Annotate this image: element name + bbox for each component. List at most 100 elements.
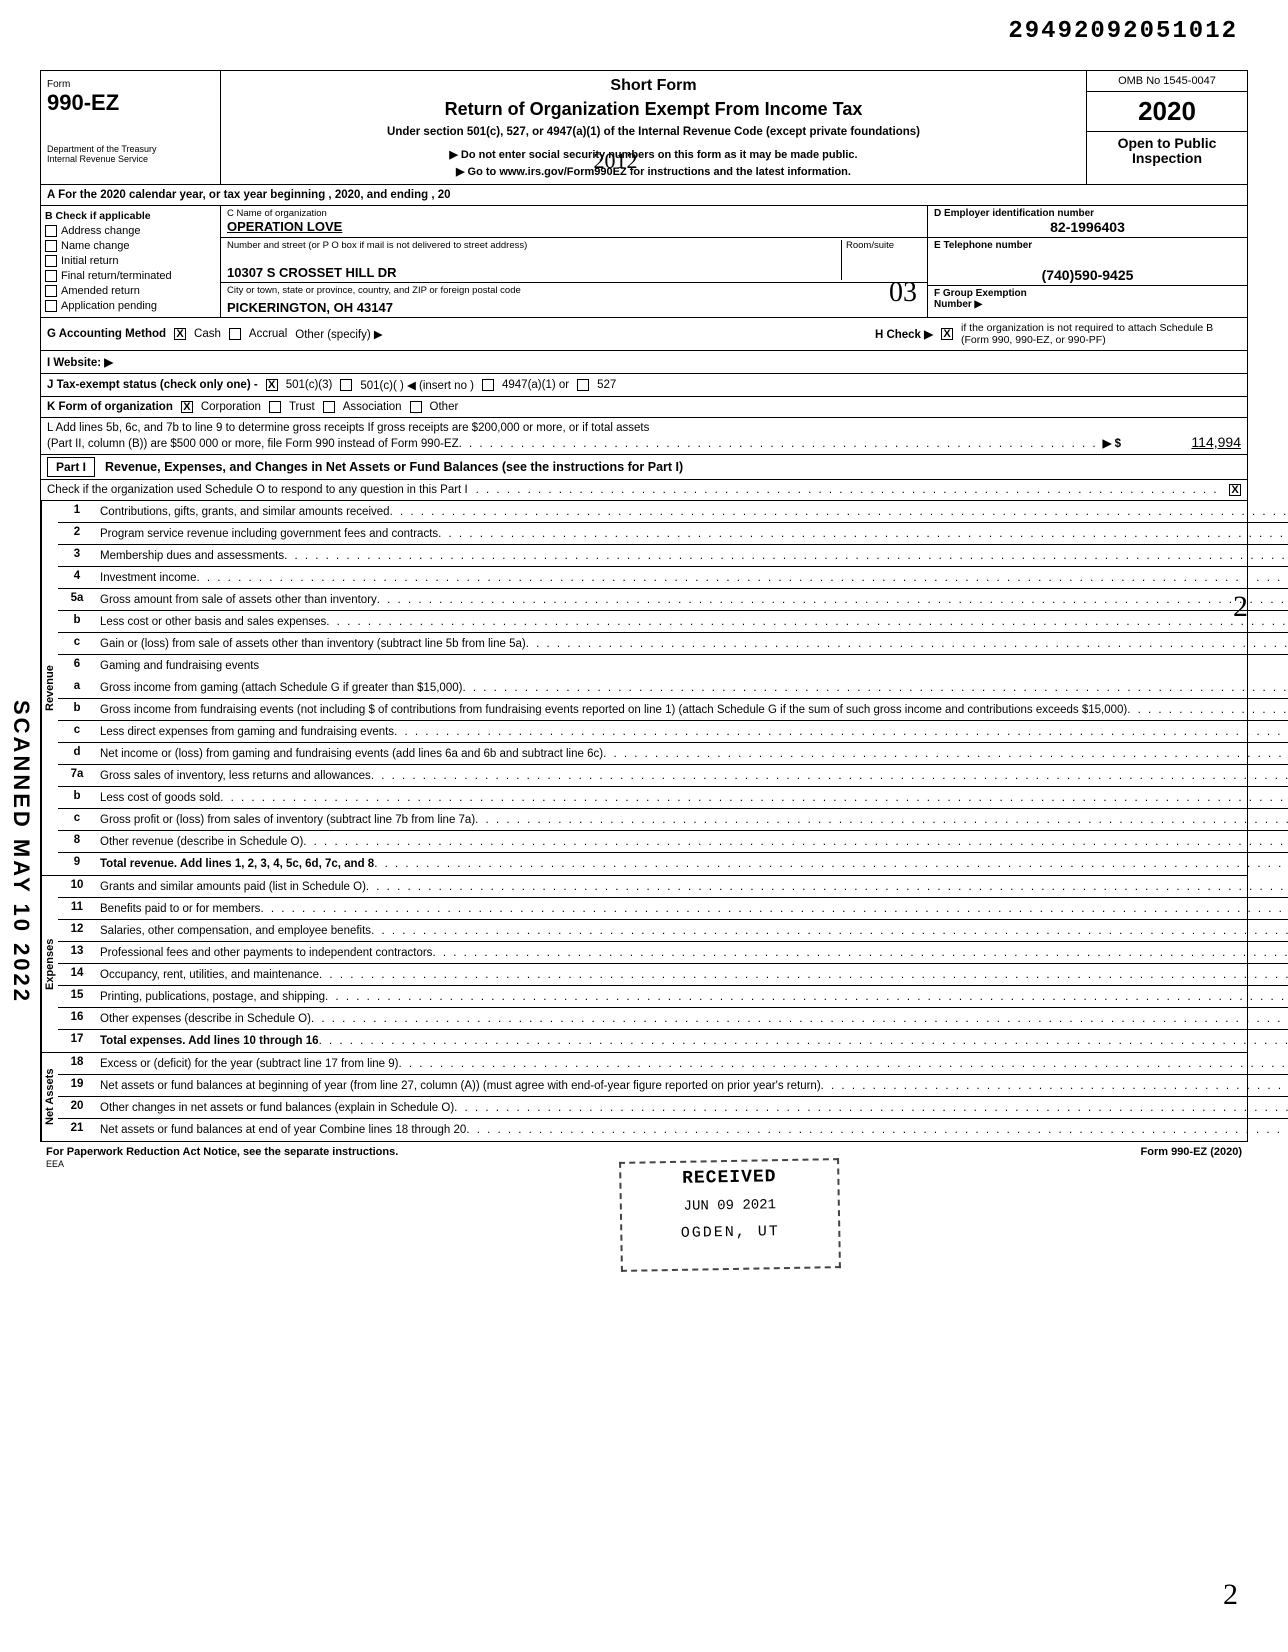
- line-num: c: [58, 721, 96, 742]
- column-b-checkboxes: B Check if applicable Address change Nam…: [41, 206, 221, 317]
- chk-label: Address change: [61, 225, 141, 237]
- line-13: 13 Professional fees and other payments …: [58, 942, 1288, 964]
- chk-corporation[interactable]: [181, 401, 193, 413]
- line-desc: Less cost of goods sold: [96, 787, 1288, 808]
- line-desc: Gaming and fundraising events: [96, 655, 1288, 677]
- chk-501c3[interactable]: [266, 379, 278, 391]
- line-desc: Benefits paid to or for members: [96, 898, 1288, 919]
- form-header-right: OMB No 1545-0047 2020 Open to Public Ins…: [1087, 71, 1247, 184]
- netassets-rotlabel: Net Assets: [41, 1053, 58, 1141]
- line-num: 2: [58, 523, 96, 544]
- line-10: 10 Grants and similar amounts paid (list…: [58, 876, 1288, 898]
- line-num: 3: [58, 545, 96, 566]
- room-label: Room/suite: [846, 240, 921, 251]
- l-arrow: ▶ $: [1103, 436, 1121, 450]
- line-c: c Gross profit or (loss) from sales of i…: [58, 809, 1288, 831]
- open-public: Open to Public Inspection: [1087, 132, 1247, 171]
- line-d: d Net income or (loss) from gaming and f…: [58, 743, 1288, 765]
- f-label2: Number ▶: [934, 299, 1241, 310]
- form-number: 990-EZ: [47, 90, 214, 116]
- line-b: b Less cost of goods sold 7b: [58, 787, 1288, 809]
- line-b: b Less cost or other basis and sales exp…: [58, 611, 1288, 633]
- line-num: 4: [58, 567, 96, 588]
- line-17: 17 Total expenses. Add lines 10 through …: [58, 1030, 1288, 1052]
- line-desc: Less direct expenses from gaming and fun…: [96, 721, 1288, 742]
- chk-address-change[interactable]: Address change: [45, 225, 216, 237]
- chk-association[interactable]: [323, 401, 335, 413]
- chk-cash[interactable]: [174, 328, 186, 340]
- ssn-note: ▶ Do not enter social security numbers o…: [231, 148, 1076, 161]
- row-j-tax-exempt: J Tax-exempt status (check only one) - 5…: [40, 374, 1248, 397]
- footer-right: Form 990-EZ (2020): [1141, 1146, 1242, 1170]
- 4947a1-label: 4947(a)(1) or: [502, 379, 569, 391]
- trust-label: Trust: [289, 401, 315, 413]
- chk-application-pending[interactable]: Application pending: [45, 300, 216, 312]
- chk-final-return[interactable]: Final return/terminated: [45, 270, 216, 282]
- row-i-website: I Website: ▶: [40, 351, 1248, 374]
- chk-501c[interactable]: [340, 379, 352, 391]
- part1-check-row: Check if the organization used Schedule …: [40, 480, 1248, 501]
- line-desc: Investment income: [96, 567, 1288, 588]
- line-num: 16: [58, 1008, 96, 1029]
- line-num: 21: [58, 1119, 96, 1141]
- line-desc: Occupancy, rent, utilities, and maintena…: [96, 964, 1288, 985]
- chk-label: Initial return: [61, 255, 118, 267]
- l-value: 114,994: [1121, 434, 1241, 450]
- line-desc: Net assets or fund balances at end of ye…: [96, 1119, 1288, 1141]
- ein-label: D Employer identification number: [934, 208, 1241, 219]
- chk-amended-return[interactable]: Amended return: [45, 285, 216, 297]
- chk-schedule-o[interactable]: [1229, 484, 1241, 496]
- line-num: 13: [58, 942, 96, 963]
- line-num: 5a: [58, 589, 96, 610]
- line-num: 12: [58, 920, 96, 941]
- handwritten-year: 2012: [594, 148, 638, 174]
- chk-h-schedule-b[interactable]: [941, 328, 953, 340]
- part1-header: Part I Revenue, Expenses, and Changes in…: [40, 455, 1248, 480]
- line-desc: Gross income from fundraising events (no…: [96, 699, 1288, 720]
- line-num: b: [58, 611, 96, 632]
- line-num: c: [58, 633, 96, 654]
- org-city-row: City or town, state or province, country…: [221, 283, 927, 317]
- line-a: a Gross income from gaming (attach Sched…: [58, 677, 1288, 699]
- org-name-label: C Name of organization: [227, 208, 921, 219]
- line-num: b: [58, 787, 96, 808]
- revenue-rotlabel: Revenue: [41, 501, 58, 875]
- line-20: 20 Other changes in net assets or fund b…: [58, 1097, 1288, 1119]
- line-19: 19 Net assets or fund balances at beginn…: [58, 1075, 1288, 1097]
- part1-label: Part I: [47, 457, 95, 477]
- chk-527[interactable]: [577, 379, 589, 391]
- line-desc: Other revenue (describe in Schedule O): [96, 831, 1288, 852]
- section-a-tax-year: A For the 2020 calendar year, or tax yea…: [40, 185, 1248, 206]
- org-info-block: B Check if applicable Address change Nam…: [40, 206, 1248, 318]
- form-header-left: Form 990-EZ Department of the Treasury I…: [41, 71, 221, 184]
- f-label: F Group Exemption: [934, 288, 1241, 299]
- line-desc: Professional fees and other payments to …: [96, 942, 1288, 963]
- footer: For Paperwork Reduction Act Notice, see …: [40, 1142, 1248, 1174]
- chk-label: Name change: [61, 240, 130, 252]
- chk-accrual[interactable]: [229, 328, 241, 340]
- tel-label: E Telephone number: [934, 240, 1241, 251]
- form-title: Return of Organization Exempt From Incom…: [231, 99, 1076, 120]
- chk-4947a1[interactable]: [482, 379, 494, 391]
- line-num: 18: [58, 1053, 96, 1074]
- chk-other-org[interactable]: [410, 401, 422, 413]
- chk-initial-return[interactable]: Initial return: [45, 255, 216, 267]
- line-num: 6: [58, 655, 96, 677]
- chk-name-change[interactable]: Name change: [45, 240, 216, 252]
- column-d-e-f: D Employer identification number 82-1996…: [927, 206, 1247, 317]
- tel-row: E Telephone number (740)590-9425: [928, 238, 1247, 286]
- part1-title: Revenue, Expenses, and Changes in Net As…: [105, 460, 683, 474]
- line-num: 15: [58, 986, 96, 1007]
- line-desc: Salaries, other compensation, and employ…: [96, 920, 1288, 941]
- h-label: H Check ▶: [875, 327, 933, 341]
- form-header-mid: Short Form Return of Organization Exempt…: [221, 71, 1087, 184]
- line-3: 3 Membership dues and assessments 3: [58, 545, 1288, 567]
- 501c3-label: 501(c)(3): [286, 379, 333, 391]
- line-desc: Less cost or other basis and sales expen…: [96, 611, 1288, 632]
- chk-trust[interactable]: [269, 401, 281, 413]
- expenses-rotlabel: Expenses: [41, 876, 58, 1052]
- line-desc: Grants and similar amounts paid (list in…: [96, 876, 1288, 897]
- footer-eea: EEA: [46, 1159, 64, 1169]
- tax-year: 2020: [1087, 92, 1247, 132]
- line-4: 4 Investment income 4: [58, 567, 1288, 589]
